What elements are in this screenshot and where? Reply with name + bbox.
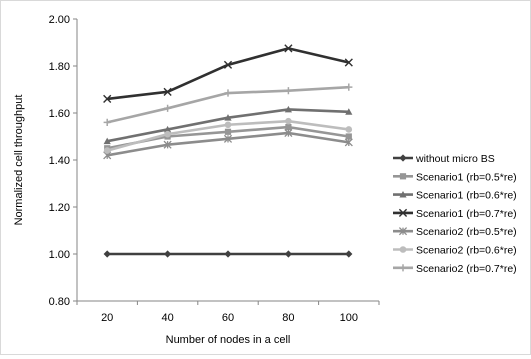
data-point xyxy=(224,121,232,129)
data-point xyxy=(164,130,171,138)
data-point xyxy=(103,250,111,258)
data-point xyxy=(344,138,353,147)
data-point xyxy=(284,87,292,95)
x-tick-label: 100 xyxy=(340,312,358,324)
legend: without micro BS Scenario1 (rb=0.5*re) Sce… xyxy=(393,153,517,275)
series-3 xyxy=(103,105,353,145)
data-point xyxy=(284,44,293,53)
x-tick-label: 80 xyxy=(282,312,294,324)
y-tick-label: 0.80 xyxy=(49,296,70,308)
legend-marker xyxy=(399,191,407,198)
data-point xyxy=(285,117,292,125)
series-6 xyxy=(103,117,353,154)
data-point xyxy=(103,94,112,103)
data-point xyxy=(224,114,232,121)
axes xyxy=(76,19,379,302)
y-tick-label: 1.00 xyxy=(49,249,70,261)
legend-item: Scenario2 (rb=0.7*re) xyxy=(393,263,517,275)
y-tick-label: 2.00 xyxy=(49,14,70,26)
y-ticks: 0.80 1.00 1.20 1.40 1.60 1.80 2.00 xyxy=(49,14,77,308)
data-point xyxy=(284,105,292,113)
legend-label: Scenario1 (rb=0.6*re) xyxy=(416,190,517,202)
data-point xyxy=(344,58,353,67)
legend-item: Scenario2 (rb=0.6*re) xyxy=(393,245,517,257)
line-chart: 0.80 1.00 1.20 1.40 1.60 1.80 2.00 20 40 60 80 100… xyxy=(13,14,517,346)
legend-label: Scenario2 (rb=0.6*re) xyxy=(416,245,517,257)
data-point xyxy=(345,250,353,258)
data-point xyxy=(224,89,232,97)
legend-item: Scenario2 (rb=0.5*re) xyxy=(393,226,517,238)
data-point xyxy=(345,133,352,140)
series-7 xyxy=(103,83,353,126)
data-point xyxy=(103,118,111,126)
data-point xyxy=(224,128,232,135)
y-tick-label: 1.40 xyxy=(49,155,70,167)
legend-label: Scenario2 (rb=0.5*re) xyxy=(416,226,517,238)
data-point xyxy=(163,140,172,149)
legend-item: Scenario1 (rb=0.6*re) xyxy=(393,190,517,202)
legend-item: without micro BS xyxy=(393,153,495,165)
data-point xyxy=(163,87,172,96)
x-ticks: 20 40 60 80 100 xyxy=(76,301,380,324)
y-axis-title: Normalized cell throughput xyxy=(13,95,25,226)
data-point xyxy=(103,137,111,145)
series-4 xyxy=(103,44,353,103)
series-1 xyxy=(103,250,353,258)
legend-label: Scenario1 (rb=0.5*re) xyxy=(416,171,517,183)
legend-label: Scenario2 (rb=0.7*re) xyxy=(416,263,517,275)
y-tick-label: 1.60 xyxy=(49,108,70,120)
legend-label: without micro BS xyxy=(415,153,495,165)
legend-label: Scenario1 (rb=0.7*re) xyxy=(416,208,517,220)
legend-marker xyxy=(398,208,408,217)
data-point xyxy=(224,250,232,258)
data-point xyxy=(284,250,292,258)
x-tick-label: 40 xyxy=(161,312,173,324)
x-axis-title: Number of nodes in a cell xyxy=(166,334,291,346)
data-point xyxy=(285,124,292,131)
x-tick-label: 20 xyxy=(101,312,113,324)
legend-item: Scenario1 (rb=0.7*re) xyxy=(393,208,517,220)
legend-marker xyxy=(399,264,407,272)
series-layer xyxy=(103,44,353,258)
data-point xyxy=(345,108,353,115)
y-tick-label: 1.20 xyxy=(49,202,70,214)
data-point xyxy=(345,83,353,91)
data-point xyxy=(164,250,172,258)
legend-marker xyxy=(399,154,407,162)
legend-marker xyxy=(399,246,407,253)
data-point xyxy=(223,134,233,143)
legend-item: Scenario1 (rb=0.5*re) xyxy=(393,171,517,183)
data-point xyxy=(103,147,111,154)
data-point xyxy=(345,126,353,133)
legend-marker xyxy=(399,173,407,180)
data-point xyxy=(223,60,233,69)
data-point xyxy=(164,104,172,112)
data-point xyxy=(284,128,293,138)
y-tick-label: 1.80 xyxy=(49,61,70,73)
data-point xyxy=(164,125,172,133)
x-tick-label: 60 xyxy=(222,312,234,324)
legend-marker xyxy=(398,227,408,236)
